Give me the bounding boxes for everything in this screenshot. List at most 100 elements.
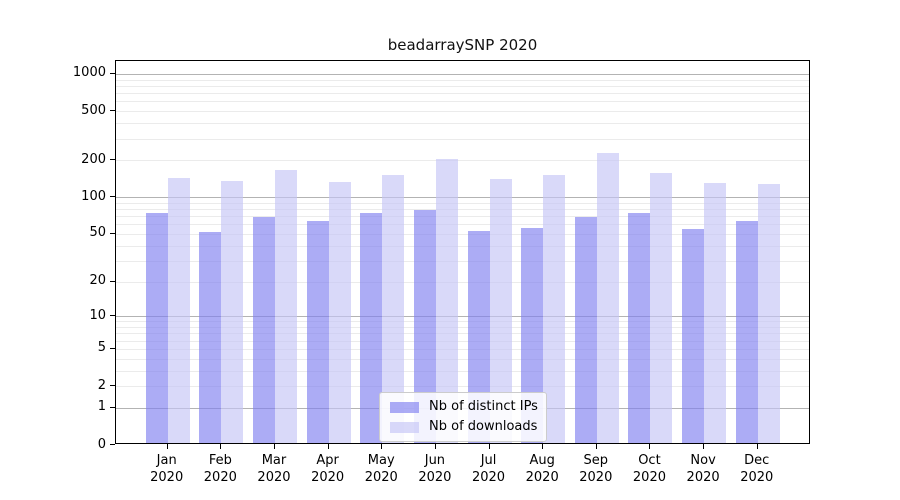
minor-gridline	[116, 358, 809, 360]
minor-gridline	[116, 340, 809, 342]
major-gridline	[116, 316, 809, 318]
x-tick-label-jan: Jan 2020	[150, 453, 184, 485]
bar-distinct-ips-apr	[306, 221, 329, 443]
bar-distinct-ips-jan	[145, 212, 168, 443]
minor-gridline	[116, 101, 809, 103]
minor-gridline	[116, 111, 809, 113]
minor-gridline	[116, 93, 809, 95]
legend-row-downloads: Nb of downloads	[390, 419, 538, 434]
bar-distinct-ips-oct	[628, 212, 651, 443]
minor-gridline	[116, 245, 809, 247]
y-tick-mark	[110, 280, 115, 282]
x-tick-label-sep: Sep 2020	[579, 453, 613, 485]
bar-downloads-dec	[757, 184, 780, 443]
bar-downloads-apr	[328, 182, 351, 443]
legend-label-downloads: Nb of downloads	[429, 419, 538, 434]
minor-gridline	[116, 327, 809, 328]
y-tick-mark	[110, 72, 115, 74]
x-tick-mark	[273, 444, 275, 449]
minor-gridline	[116, 216, 809, 218]
bar-distinct-ips-dec	[735, 221, 758, 443]
bar-downloads-nov	[704, 182, 727, 443]
bar-downloads-aug	[543, 174, 566, 443]
bar-downloads-jan	[167, 178, 190, 443]
x-tick-mark	[434, 444, 436, 449]
legend-swatch-distinct-ips	[390, 401, 419, 413]
minor-gridline	[116, 160, 809, 162]
bar-downloads-oct	[650, 173, 673, 443]
x-tick-label-mar: Mar 2020	[257, 453, 291, 485]
legend-row-distinct-ips: Nb of distinct IPs	[390, 399, 538, 414]
major-gridline	[116, 197, 809, 199]
x-tick-label-jun: Jun 2020	[418, 453, 452, 485]
y-tick-label: 1000	[72, 65, 106, 81]
y-tick-mark	[110, 232, 115, 234]
x-tick-label-nov: Nov 2020	[686, 453, 720, 485]
minor-gridline	[116, 138, 809, 140]
bar-distinct-ips-mar	[252, 217, 275, 443]
y-tick-mark	[110, 110, 115, 112]
minor-gridline	[116, 202, 809, 204]
y-tick-label: 0	[97, 436, 106, 452]
x-tick-label-apr: Apr 2020	[311, 453, 345, 485]
y-tick-label: 20	[89, 273, 106, 288]
bar-distinct-ips-aug	[521, 227, 544, 443]
bar-downloads-jun	[435, 158, 458, 443]
bar-downloads-may	[382, 175, 405, 443]
legend: Nb of distinct IPs Nb of downloads	[379, 392, 547, 442]
x-tick-label-dec: Dec 2020	[740, 453, 774, 485]
bar-downloads-jul	[489, 179, 512, 443]
y-tick-mark	[110, 385, 115, 386]
minor-gridline	[116, 233, 809, 235]
minor-gridline	[116, 321, 809, 323]
minor-gridline	[116, 224, 809, 226]
y-tick-mark	[110, 444, 115, 445]
bar-distinct-ips-feb	[199, 231, 222, 443]
minor-gridline	[116, 85, 809, 87]
minor-gridline	[116, 281, 809, 283]
y-tick-mark	[110, 315, 115, 317]
y-tick-mark	[110, 159, 115, 161]
y-tick-label: 200	[81, 151, 106, 167]
minor-gridline	[116, 348, 809, 350]
x-tick-label-jul: Jul 2020	[471, 453, 506, 485]
minor-gridline	[116, 386, 809, 387]
bar-distinct-ips-jul	[467, 230, 490, 443]
chart-title: beadarraySNP 2020	[387, 36, 538, 54]
y-tick-mark	[110, 406, 115, 408]
minor-gridline	[116, 209, 809, 211]
bar-downloads-mar	[274, 170, 297, 443]
bar-distinct-ips-may	[360, 213, 383, 443]
legend-swatch-downloads	[390, 421, 419, 433]
x-tick-mark	[649, 444, 651, 449]
minor-gridline	[116, 123, 809, 125]
x-tick-mark	[488, 444, 490, 449]
minor-gridline	[116, 260, 809, 262]
bar-downloads-feb	[221, 181, 244, 443]
x-tick-label-feb: Feb 2020	[203, 453, 237, 485]
bar-downloads-sep	[596, 153, 619, 443]
x-tick-mark	[703, 444, 705, 449]
bar-distinct-ips-nov	[682, 228, 705, 443]
bar-distinct-ips-sep	[574, 217, 597, 443]
x-tick-mark	[166, 444, 168, 449]
legend-label-distinct-ips: Nb of distinct IPs	[429, 399, 538, 414]
x-tick-mark	[595, 444, 597, 449]
y-tick-mark	[110, 347, 115, 349]
y-tick-label: 2	[97, 377, 106, 393]
y-tick-label: 50	[89, 225, 106, 241]
x-tick-label-aug: Aug 2020	[525, 453, 559, 485]
y-tick-label: 100	[81, 188, 106, 204]
minor-gridline	[116, 79, 809, 81]
x-tick-mark	[220, 444, 222, 449]
minor-gridline	[116, 333, 809, 335]
y-tick-label: 1	[97, 399, 106, 415]
y-tick-mark	[110, 196, 115, 198]
plot-area: Nb of distinct IPs Nb of downloads	[115, 60, 810, 444]
minor-gridline	[116, 370, 809, 372]
y-tick-label: 10	[89, 307, 106, 323]
x-tick-mark	[327, 444, 329, 449]
x-tick-mark	[381, 444, 383, 449]
x-tick-mark	[542, 444, 544, 449]
